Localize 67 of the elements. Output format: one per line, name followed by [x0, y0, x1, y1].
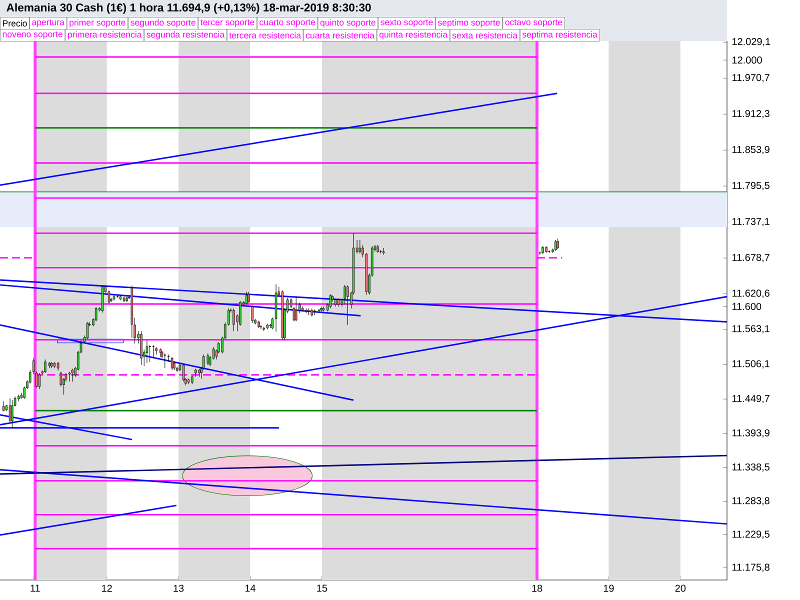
candlestick — [232, 308, 235, 332]
text: segunda resistencia — [146, 31, 225, 40]
y-tick-label: 11.506,1 — [732, 360, 770, 368]
x-tick-label: 15 — [317, 584, 328, 592]
candlestick — [556, 238, 559, 250]
text: Precio — [3, 20, 27, 26]
text: cuarta resistencia — [306, 32, 375, 38]
text: septima resistencia — [522, 31, 598, 40]
candlestick — [294, 296, 298, 322]
text: noveno soporte — [2, 32, 63, 40]
candlestick — [358, 240, 362, 254]
candlestick — [11, 400, 14, 429]
candlestick — [38, 372, 41, 390]
x-tick-label: 18 — [532, 584, 542, 592]
text: sexto soporte — [380, 20, 433, 28]
y-tick-label: 11.229,5 — [732, 530, 770, 539]
text: septimo soporte — [438, 19, 500, 28]
candlestick — [148, 345, 152, 362]
text: tercera resistencia — [229, 32, 302, 38]
y-tick-label: 11.600 — [732, 302, 762, 310]
x-tick-label: 19 — [604, 584, 614, 592]
text: apertura — [32, 20, 65, 28]
x-tick-label: 13 — [174, 584, 184, 592]
candlestick — [246, 291, 248, 305]
y-tick-label: 11.283,8 — [732, 497, 770, 506]
y-tick-label: 11.853,9 — [732, 146, 770, 154]
candlestick — [167, 354, 170, 362]
text: quinto soporte — [320, 19, 376, 28]
text: primer soporte — [70, 19, 126, 28]
y-tick-label: 11.338,5 — [732, 463, 770, 472]
y-tick-label: 11.795,5 — [732, 182, 770, 190]
y-tick-label: 12.029,1 — [732, 38, 770, 46]
text: segundo soporte — [130, 19, 196, 28]
y-tick-label: 11.175,8 — [732, 564, 770, 572]
y-tick-label: 11.678,7 — [732, 254, 770, 262]
candlestick — [68, 372, 71, 382]
x-tick-label: 14 — [245, 584, 256, 592]
text: octavo soporte — [505, 20, 562, 28]
text: primera resistencia — [68, 31, 142, 40]
candlestick — [251, 304, 254, 324]
y-tick-label: 11.737,1 — [732, 218, 770, 226]
y-tick-label: 11.393,9 — [732, 429, 770, 438]
y-tick-label: 11.970,7 — [732, 74, 770, 82]
y-tick-label: 11.563,1 — [732, 325, 770, 334]
candlestick — [554, 240, 557, 252]
x-tick-label: 11 — [30, 584, 40, 592]
text: tercer soporte — [200, 20, 254, 28]
chart-title: Alemania 30 Cash (1€) 1 hora 11.694,9 (+0,13%) 18-mar-2019 8:30:30 — [6, 3, 371, 14]
candlestick — [182, 364, 185, 382]
candlestick — [146, 340, 148, 364]
candlestick — [248, 291, 250, 304]
y-tick-label: 12.000 — [732, 56, 762, 64]
x-tick-label: 12 — [102, 584, 112, 592]
candlestick — [71, 368, 74, 382]
candlestick — [94, 306, 98, 322]
candlestick — [44, 359, 46, 374]
candlestick — [301, 306, 304, 312]
y-tick-label: 11.620,6 — [732, 290, 770, 298]
candlestick — [346, 285, 349, 326]
y-tick-label: 11.912,3 — [732, 110, 770, 118]
text: quinta resistencia — [379, 31, 448, 40]
x-tick-label: 20 — [675, 584, 686, 592]
y-tick-label: 11.449,7 — [732, 394, 770, 404]
text: cuarto soporte — [260, 20, 316, 28]
text: sexta resistencia — [452, 32, 518, 38]
candlestick — [206, 353, 210, 366]
candlestick — [152, 345, 155, 359]
